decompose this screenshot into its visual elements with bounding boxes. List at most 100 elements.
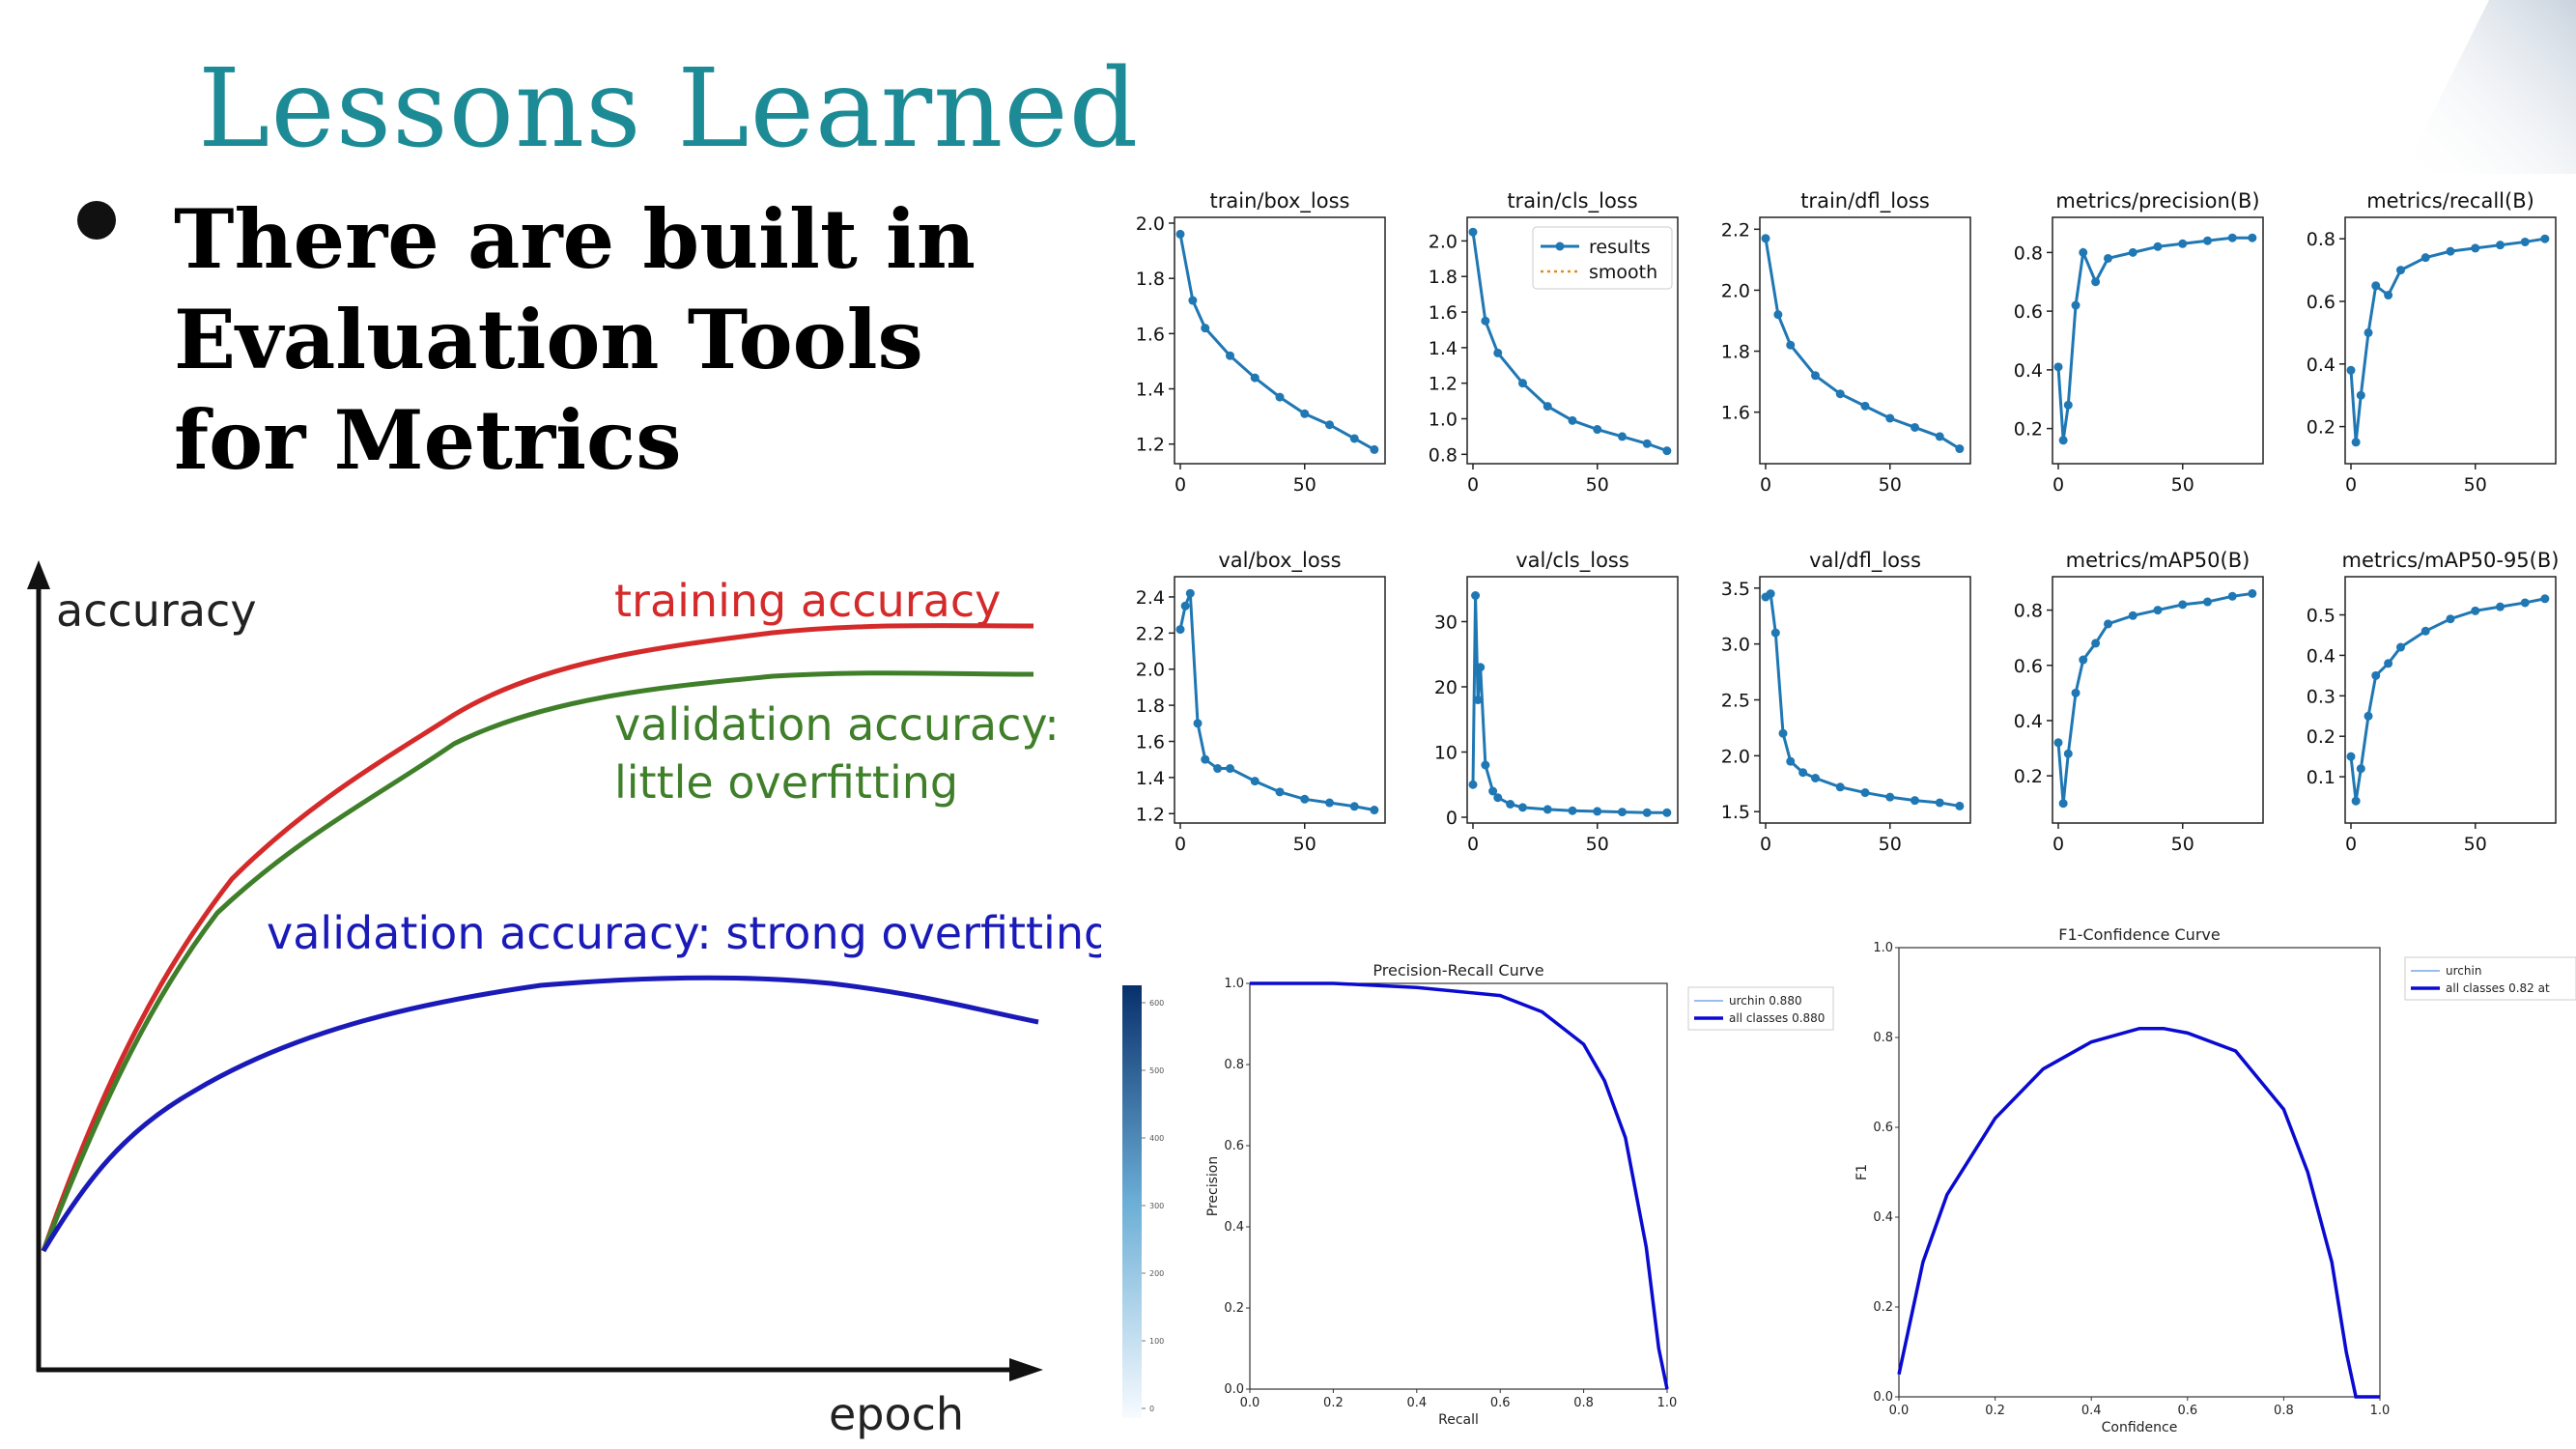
colorbar-tick-label: 0 [1149, 1405, 1154, 1413]
results-line-metrics-precision-b [2056, 236, 2252, 440]
results-line-metrics-map50-95-b [2349, 597, 2546, 802]
data-point [1481, 760, 1490, 770]
chart-title-f1-confidence-curve: F1-Confidence Curve [2058, 925, 2220, 944]
xtick-label: 0.4 [1406, 1396, 1427, 1410]
data-point [2104, 253, 2112, 263]
data-point [1349, 802, 1359, 811]
xtick-label: 0 [1467, 834, 1479, 855]
data-point [1885, 413, 1895, 423]
ytick-label: 0.8 [1429, 444, 1458, 466]
ytick-label: 2.0 [1136, 213, 1165, 235]
data-point [2178, 239, 2188, 248]
curve-class-f1-confidence-curve [1898, 1028, 2380, 1398]
results-line-metrics-recall-b [2349, 237, 2546, 442]
confusion-colorbar: 600 500 400 300 200 100 0 [1122, 985, 1164, 1418]
training-results-grid: train/box_loss 1.2 1.4 1.6 1.8 2.0 0 50 train/cl… [1136, 189, 2560, 855]
ytick-label: 1.4 [1136, 768, 1165, 789]
ytick-label: 1.6 [1429, 302, 1458, 324]
data-point [1642, 808, 1652, 817]
data-point [1593, 425, 1602, 435]
data-point [2364, 327, 2373, 337]
data-point [2153, 606, 2163, 615]
ytick-label: 3.0 [1721, 635, 1750, 656]
ytick-label: 1.8 [1429, 267, 1458, 288]
subplot-frame-val-cls-loss [1466, 576, 1679, 824]
y-axis-label: accuracy [56, 584, 257, 637]
data-point [1761, 234, 1770, 243]
data-point [1811, 774, 1820, 782]
ytick-label: 10 [1434, 743, 1458, 764]
validation-little-label-2: little overfitting [614, 756, 958, 809]
data-point [2053, 738, 2063, 748]
data-point [2356, 390, 2365, 400]
data-point [2420, 253, 2430, 263]
data-point [1835, 782, 1845, 792]
training-accuracy-curve [41, 623, 1034, 1252]
chart-title-precision-recall-curve: Precision-Recall Curve [1373, 961, 1543, 980]
legend-smooth-label: smooth [1589, 262, 1657, 283]
data-point [2396, 642, 2405, 652]
ytick-label: 1.2 [1136, 435, 1165, 456]
ytick-label: 2.2 [1136, 623, 1165, 644]
smooth-line-val-cls-loss [1472, 595, 1667, 814]
subplot-title-metrics-precision-b: metrics/precision(B) [2055, 189, 2259, 213]
data-point [1955, 444, 1965, 454]
data-point [1468, 780, 1478, 789]
xtick-label: 50 [1586, 834, 1609, 855]
subplot-frame-train-box-loss [1174, 216, 1386, 465]
f1-confidence-chart: F1-Confidence Curve 0.00.0 0.2 0.2 0.4 0.4 0.6… [1854, 925, 2576, 1435]
ytick-label: 0.8 [1224, 1058, 1244, 1072]
data-point [1593, 807, 1602, 816]
ytick-label: 0.2 [2307, 726, 2335, 748]
smooth-line-metrics-precision-b [2057, 237, 2252, 440]
data-point [1662, 808, 1672, 817]
validation-little-label-1: validation accuracy: [614, 698, 1060, 751]
data-point [2091, 277, 2101, 287]
data-point [1778, 728, 1788, 738]
xtick-label: 0 [2345, 474, 2357, 496]
data-point [1193, 719, 1203, 728]
data-point [2540, 594, 2550, 604]
subplot-frame-metrics-recall-b [2344, 216, 2557, 465]
xtick-label: 0 [1175, 474, 1186, 496]
data-point [1798, 768, 1808, 778]
data-point [1642, 439, 1652, 448]
colorbar-tick-label: 500 [1149, 1066, 1164, 1075]
ytick-label: 1.2 [1136, 804, 1165, 825]
ytick-label: 0.4 [2014, 360, 2043, 382]
data-point [2203, 597, 2212, 607]
data-point [1275, 392, 1285, 402]
xtick-label: 0 [1760, 834, 1771, 855]
data-point [1481, 316, 1490, 326]
data-point [2178, 600, 2188, 610]
legend-results-label: results [1589, 237, 1651, 258]
data-point [2520, 237, 2530, 246]
data-point [2471, 606, 2480, 615]
xtick-label: 0.8 [1573, 1396, 1594, 1410]
corner-decoration [2402, 0, 2576, 174]
ytick-label: 0.4 [1873, 1210, 1893, 1225]
smooth-line-train-dfl-loss [1765, 238, 1961, 450]
data-point [1180, 601, 1190, 611]
data-point [1213, 764, 1223, 774]
ytick-label: 0.6 [2014, 301, 2043, 323]
data-point [2248, 588, 2257, 598]
data-point [2346, 365, 2356, 375]
xtick-label: 50 [1879, 834, 1902, 855]
data-point [2063, 749, 2073, 758]
ytick-label: 0.8 [1873, 1031, 1893, 1045]
xtick-label: 0 [1760, 474, 1771, 496]
ytick-label: 0.6 [1873, 1121, 1893, 1135]
ytick-label: 1.8 [1721, 342, 1750, 363]
data-point [1955, 801, 1965, 810]
data-point [1471, 591, 1481, 600]
ytick-label: 2.0 [1136, 660, 1165, 681]
data-point [2128, 611, 2137, 620]
subplot-title-val-dfl-loss: val/dfl_loss [1809, 549, 1921, 573]
slide-title: Lessons Learned [198, 46, 1140, 172]
data-point [2364, 711, 2373, 721]
colorbar-tick-label: 100 [1149, 1337, 1164, 1346]
xtick-label: 0.6 [2177, 1404, 2197, 1418]
xtick-label: 0.4 [2081, 1404, 2102, 1418]
legend-box [2404, 956, 2576, 1001]
